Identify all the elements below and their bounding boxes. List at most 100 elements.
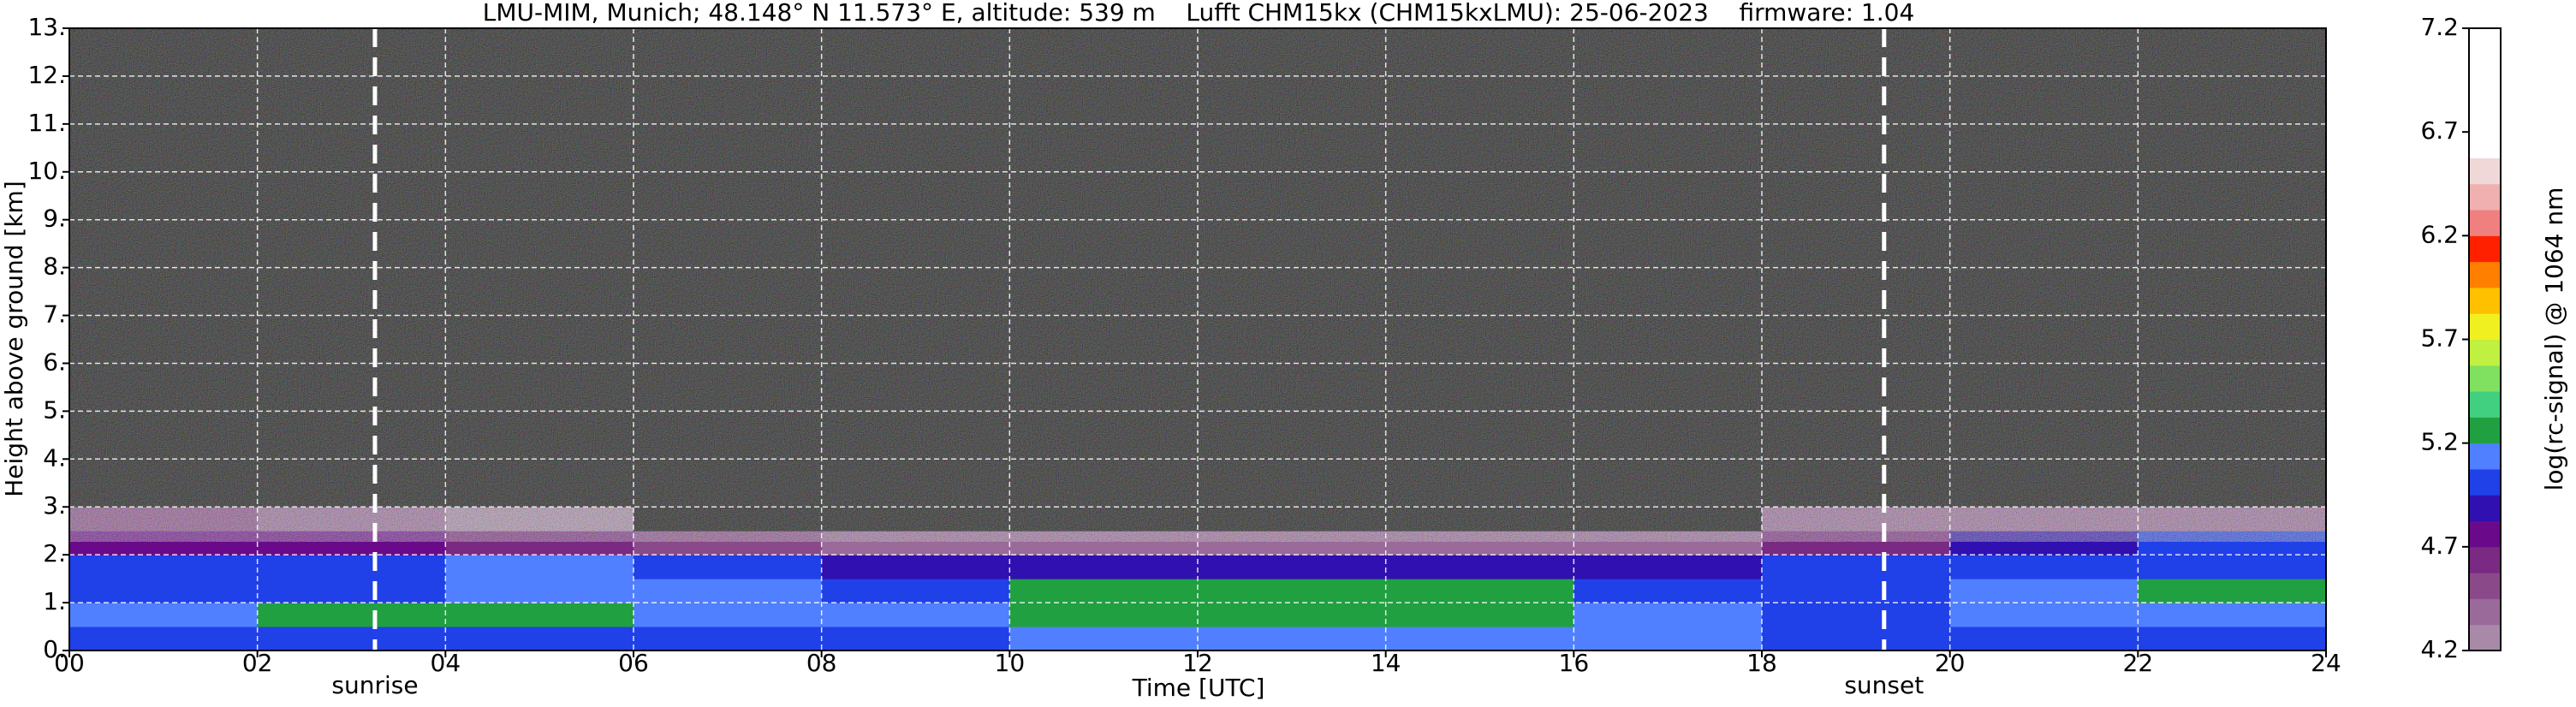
y-tick-label: 6. [43,348,66,376]
heatmap-cell [445,579,634,603]
y-tick-label: 9. [43,205,66,233]
y-tick-label: 13. [27,13,66,41]
heatmap-cell [69,603,259,627]
plot-frame [68,27,2327,651]
heatmap-cell [1949,627,2139,651]
heatmap-cell [257,603,446,627]
colorbar-tick-label: 4.2 [2420,635,2459,663]
y-tick-label: 1. [43,587,66,615]
x-tick-label: 14 [1371,649,1401,677]
colorbar-swatch [2469,443,2501,470]
heatmap-cell [1198,555,1387,579]
annotation-label: sunset [1844,671,1924,699]
colorbar-swatch [2469,365,2501,392]
colorbar-tick-label: 7.2 [2420,13,2459,41]
colorbar-swatch [2469,261,2501,288]
heatmap-cell [1762,579,1951,603]
y-axis-label: Height above ground [km] [0,181,28,497]
heatmap-cell [1009,627,1199,651]
heatmap-cell [69,579,259,603]
colorbar-tick-label: 6.7 [2420,116,2459,145]
colorbar-swatch [2469,183,2501,211]
colorbar-swatch [2469,546,2501,573]
heatmap-cell [257,555,446,579]
x-tick-label: 10 [995,649,1026,677]
heatmap-cell [1949,579,2139,603]
colorbar-swatch [2469,210,2501,236]
heatmap-cell [1574,603,1763,627]
colorbar-swatch [2469,417,2501,444]
colorbar-swatch [2469,391,2501,418]
x-tick-label: 00 [54,649,85,677]
heatmap-cell [821,579,1010,603]
x-tick-label: 02 [242,649,273,677]
colorbar-swatch [2469,235,2501,263]
colorbar-swatch [2469,624,2501,651]
colorbar-swatch [2469,105,2501,133]
colorbar-swatch [2469,54,2501,81]
colorbar-swatch [2469,313,2501,340]
colorbar-label: log(rc-signal) @ 1064 nm [2540,187,2568,491]
heatmap-cell [821,627,1010,651]
colorbar-tick-label: 5.2 [2420,428,2459,456]
colorbar-swatch [2469,28,2501,55]
heatmap-cell [69,555,259,579]
colorbar-swatch [2469,598,2501,626]
y-tick-label: 7. [43,300,66,329]
colorbar-swatch [2469,157,2501,185]
heatmap-cell [1009,579,1199,603]
x-axis-label: Time [UTC] [1132,674,1265,702]
heatmap-cell [2138,603,2326,627]
heatmap-cell [1198,603,1387,627]
colorbar-swatch [2469,495,2501,522]
heatmap-cell [1198,627,1387,651]
x-tick-label: 24 [2311,649,2341,677]
x-tick-label: 22 [2123,649,2154,677]
heatmap-cell [1009,603,1199,627]
heatmap-cell [445,627,634,651]
colorbar-swatch [2469,520,2501,548]
y-tick-label: 8. [43,253,66,281]
heatmap-cell [445,555,634,579]
colorbar-tick-label: 4.7 [2420,532,2459,560]
heatmap-cell [821,555,1010,579]
heatmap-cell [2138,579,2326,603]
y-tick-label: 0. [43,635,66,663]
y-tick-label: 11. [27,109,66,137]
y-tick-label: 5. [43,395,66,424]
y-tick-label: 12. [27,61,66,89]
heatmap-cell [1949,555,2139,579]
y-tick-label: 3. [43,491,66,520]
x-tick-label: 18 [1746,649,1777,677]
colorbar-swatch [2469,132,2501,158]
overlay: 00 02 04 06 08 10 12 14 16 18 20 22 24 0. 1. 2. 3. 4. 5. 6.… [27,13,2341,699]
x-tick-label: 12 [1182,649,1213,677]
heatmap-cell [821,603,1010,627]
heatmap-cell [634,579,823,603]
x-tick-label: 16 [1559,649,1590,677]
heatmap-cell [69,627,259,651]
heatmap-cell [1762,555,1951,579]
heatmap-cell [1949,603,2139,627]
heatmap-cell [1574,555,1763,579]
heatmap-cell [257,627,446,651]
heatmap-cell [2138,627,2326,651]
colorbar-tick-label: 6.2 [2420,220,2459,248]
heatmap-cell [1198,579,1387,603]
colorbar-swatch [2469,573,2501,599]
colorbar-swatch [2469,339,2501,366]
heatmap-cell [2138,555,2326,579]
y-tick-label: 2. [43,539,66,567]
heatmap-cell [257,579,446,603]
x-tick-label: 20 [1935,649,1966,677]
x-tick-label: 04 [431,649,461,677]
y-tick-label: 10. [27,157,66,185]
heatmap-cell [1385,603,1574,627]
heatmap-cell [634,627,823,651]
heatmap-cell [634,603,823,627]
heatmap-cell [1762,627,1951,651]
x-tick-label: 08 [806,649,837,677]
heatmap-cell [1385,627,1574,651]
heatmap-cell [1574,579,1763,603]
